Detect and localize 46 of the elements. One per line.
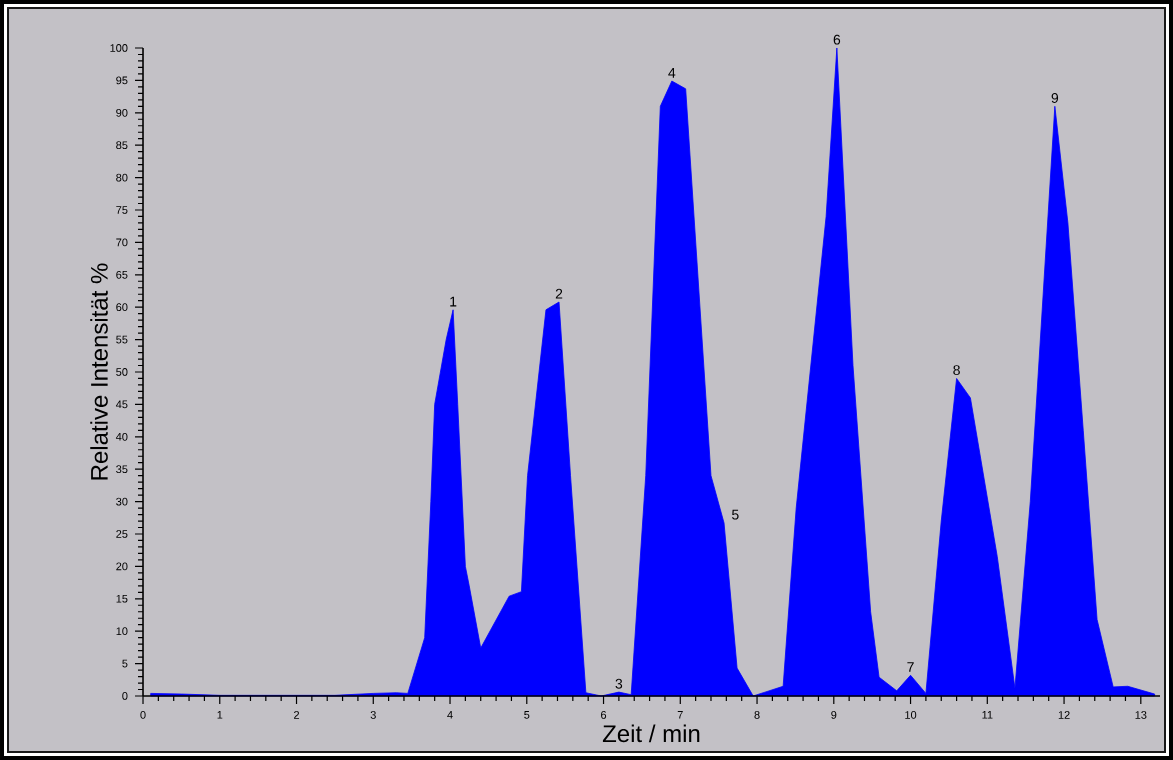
- x-tick-label: 3: [370, 711, 376, 719]
- annotation: 7: [907, 662, 914, 672]
- x-tick-label: 7: [677, 711, 683, 719]
- y-tick-label: 0: [122, 692, 128, 700]
- y-tick-label: 75: [116, 206, 128, 214]
- y-tick-label: 40: [115, 432, 128, 441]
- annotation: 5: [732, 509, 739, 520]
- y-tick-label: 95: [116, 76, 128, 85]
- x-axis-title: Zeit / min: [602, 724, 700, 743]
- y-tick-label: 85: [116, 141, 128, 150]
- y-tick-label: 20: [116, 562, 128, 571]
- y-tick-label: 100: [110, 44, 128, 52]
- y-tick-label: 25: [116, 530, 128, 538]
- y-tick-label: 15: [116, 594, 128, 603]
- y-tick-label: 45: [115, 400, 128, 409]
- y-tick-label: 65: [116, 270, 128, 279]
- y-tick-label: 10: [116, 627, 128, 636]
- x-tick-label: 1: [217, 711, 223, 719]
- y-tick-label: 5: [122, 659, 128, 668]
- annotation: 3: [615, 678, 623, 689]
- y-axis-title: Relative Intensität %: [90, 263, 108, 480]
- annotation: 9: [1051, 93, 1059, 103]
- x-tick-label: 4: [447, 711, 453, 719]
- y-tick-label: 50: [116, 368, 128, 376]
- y-tick-label: 60: [116, 303, 128, 312]
- y-tick-label: 80: [116, 173, 128, 182]
- annotation: 8: [953, 365, 960, 376]
- x-tick-label: 11: [982, 711, 993, 719]
- x-tick-label: 12: [1058, 711, 1070, 719]
- annotation: 6: [833, 34, 841, 45]
- x-tick-label: 10: [905, 711, 917, 719]
- x-tick-label: 9: [831, 711, 837, 719]
- x-tick-label: 0: [140, 711, 146, 719]
- annotation: 2: [555, 288, 563, 299]
- annotation: 4: [668, 68, 676, 78]
- y-tick-label: 70: [116, 238, 128, 247]
- x-tick-label: 13: [1135, 711, 1147, 719]
- x-tick-label: 5: [524, 711, 530, 719]
- y-tick-label: 30: [116, 497, 128, 506]
- x-tick-label: 6: [601, 711, 607, 719]
- y-tick-label: 35: [116, 465, 128, 474]
- y-tick-label: 90: [116, 108, 128, 117]
- x-tick-label: 2: [294, 711, 300, 719]
- y-tick-label: 55: [116, 335, 128, 344]
- annotation: 1: [450, 296, 457, 307]
- x-tick-label: 8: [754, 711, 760, 719]
